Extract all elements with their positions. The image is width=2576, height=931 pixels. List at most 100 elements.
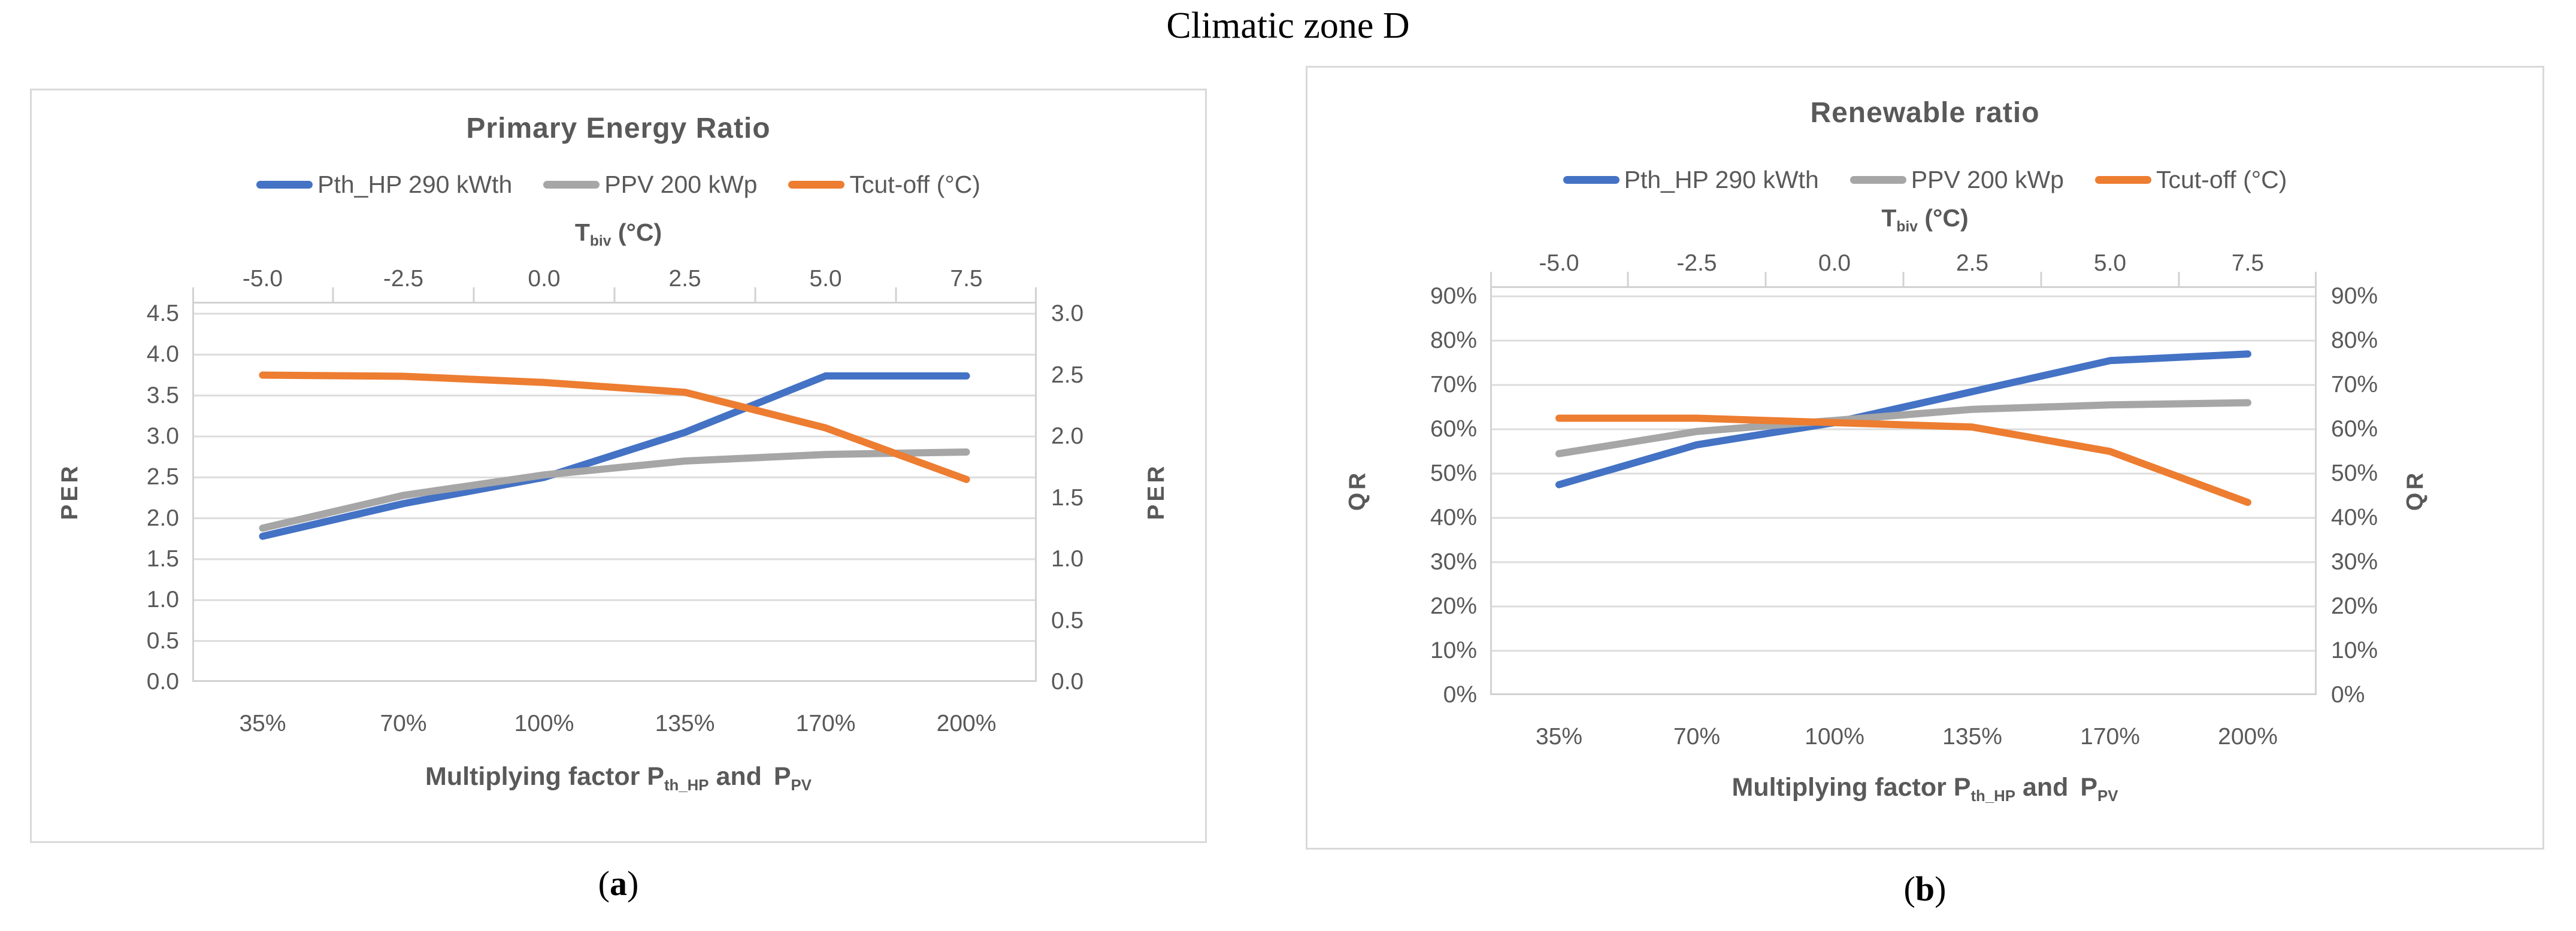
figure-title: Climatic zone D	[1166, 5, 1410, 46]
legend-line-swatch-orange-icon	[788, 181, 845, 189]
y-axis-left-tick-label: 1.0	[146, 587, 179, 613]
y-axis-right-tick-label: 3.0	[1051, 301, 1084, 326]
plot-border	[1490, 286, 2317, 695]
top-axis-tick-label: 2.5	[1956, 250, 1989, 276]
y-axis-left-tick-label: 70%	[1430, 372, 1477, 398]
legend-item-tcutoff: Tcut-off (°C)	[2094, 166, 2287, 194]
y-axis-left-tick-label: 60%	[1430, 416, 1477, 442]
y-axis-right-tick-label: 10%	[2331, 638, 2378, 663]
top-axis-tick-label: -5.0	[1539, 250, 1579, 276]
x-axis-title-subscript-1: th_HP	[664, 777, 709, 794]
x-axis-tick-label: 170%	[795, 711, 856, 736]
y-axis-title-left: PER	[57, 463, 83, 520]
caption-paren-open: (	[598, 864, 610, 903]
x-axis-tick-label: 200%	[2218, 724, 2278, 750]
y-axis-left-tick-label: 50%	[1430, 460, 1477, 486]
series-line-ppv-200-kwp	[259, 448, 970, 532]
legend-line-swatch-orange-icon	[2094, 176, 2151, 184]
series-line-ppv-200-kwp	[1555, 399, 2251, 457]
chart-title: Renewable ratio	[1810, 97, 2040, 129]
top-axis-tick-label: 5.0	[2093, 250, 2127, 276]
legend-label: PPV 200 kWp	[604, 171, 758, 198]
legend-item-ppv: PPV 200 kWp	[1849, 166, 2064, 194]
top-axis-tick-label: 5.0	[809, 266, 842, 292]
y-axis-left-tick-label: 10%	[1430, 638, 1477, 663]
top-axis-tick-label: -2.5	[1676, 250, 1717, 276]
x-axis-title-subscript-2: PV	[791, 777, 812, 794]
x-axis-tick-label: 100%	[514, 711, 574, 736]
x-axis-tick-label: 35%	[1535, 724, 1583, 750]
top-axis-title: Tbiv (°C)	[1307, 204, 2542, 236]
x-axis-title-text: Multiplying factor P	[425, 762, 664, 791]
plot-svg	[192, 287, 1037, 682]
top-axis-title-subscript: biv	[589, 233, 612, 250]
series-line-pth-hp-290-kwth	[259, 372, 970, 540]
plot-svg	[1490, 272, 2317, 695]
legend-item-tcutoff: Tcut-off (°C)	[788, 171, 980, 199]
y-axis-left-tick-label: 40%	[1430, 505, 1477, 530]
y-axis-right-tick-label: 30%	[2331, 549, 2378, 575]
x-axis-title-subscript-1: th_HP	[1970, 788, 2016, 805]
x-axis-title-subscript-2: PV	[2097, 788, 2118, 805]
y-axis-title-right: QR	[2402, 469, 2428, 511]
y-axis-left-tick-label: 20%	[1430, 593, 1477, 619]
y-axis-left-tick-label: 3.0	[146, 423, 179, 449]
y-axis-right-tick-label: 40%	[2331, 505, 2378, 530]
y-axis-left-tick-label: 4.5	[146, 301, 179, 326]
charts-row: Primary Energy Ratio Pth_HP 290 kWth PPV…	[0, 54, 2576, 909]
top-axis-tick-label: 0.0	[528, 266, 561, 292]
legend-line-swatch-blue-icon	[1563, 176, 1620, 184]
top-axis-tick-label: -2.5	[383, 266, 424, 292]
y-axis-left-tick-label: 0.0	[146, 669, 179, 695]
legend-line-swatch-blue-icon	[256, 181, 313, 189]
y-axis-left-tick-label: 3.5	[146, 382, 179, 408]
y-axis-left-tick-label: 2.5	[146, 464, 179, 490]
x-axis-tick-label: 135%	[655, 711, 715, 736]
caption-paren-close: )	[627, 864, 639, 903]
y-axis-right-tick-label: 50%	[2331, 460, 2378, 486]
y-axis-left-tick-label: 4.0	[146, 341, 179, 368]
legend-line-swatch-gray-icon	[543, 181, 600, 189]
y-axis-right-tick-label: 2.0	[1051, 423, 1084, 449]
series-line-tcut-off-c-	[1555, 414, 2251, 507]
top-axis-title-unit: (°C)	[611, 219, 662, 246]
top-axis-tick-label: 2.5	[668, 266, 701, 292]
legend-item-pth-hp: Pth_HP 290 kWth	[1563, 166, 1819, 194]
y-axis-right-tick-label: 0%	[2331, 682, 2365, 708]
y-axis-right-tick-label: 70%	[2331, 372, 2378, 398]
top-axis-title-main: T	[574, 219, 590, 246]
y-axis-right-tick-label: 80%	[2331, 327, 2378, 353]
column-b: Renewable ratio Pth_HP 290 kWth PPV 200 …	[1306, 66, 2544, 909]
y-axis-left-tick-label: 0.5	[146, 627, 179, 654]
caption-paren-open: (	[1903, 869, 1915, 908]
x-axis-tick-label: 135%	[1942, 724, 2002, 750]
caption-b: (b)	[1904, 869, 1947, 909]
x-axis-tick-label: 35%	[239, 711, 286, 736]
y-axis-title-left: QR	[1345, 469, 1370, 511]
x-axis-tick-label: 170%	[2080, 724, 2140, 750]
chart-panel-primary-energy-ratio: Primary Energy Ratio Pth_HP 290 kWth PPV…	[30, 89, 1207, 843]
top-axis-tick-label: 0.0	[1818, 250, 1851, 276]
legend-line-swatch-gray-icon	[1849, 176, 1906, 184]
x-axis-tick-label: 100%	[1805, 724, 1864, 750]
x-axis-tick-label: 70%	[1673, 724, 1721, 750]
y-axis-left-tick-label: 30%	[1430, 549, 1477, 575]
caption-paren-close: )	[1935, 869, 1947, 908]
legend-label: Tcut-off (°C)	[2156, 166, 2287, 193]
y-axis-right-tick-label: 1.0	[1051, 546, 1084, 572]
y-axis-right-tick-label: 2.5	[1051, 362, 1084, 388]
top-axis-title-main: T	[1881, 204, 1897, 232]
x-axis-title: Multiplying factor Pth_HP and PPV	[32, 762, 1205, 794]
chart-legend: Pth_HP 290 kWth PPV 200 kWp Tcut-off (°C…	[32, 171, 1205, 199]
x-axis-title-p2: P	[773, 762, 791, 791]
column-a: Primary Energy Ratio Pth_HP 290 kWth PPV…	[30, 66, 1207, 903]
y-axis-left-tick-label: 90%	[1430, 283, 1477, 309]
y-axis-left-tick-label: 1.5	[146, 546, 179, 572]
top-axis-tick-label: 7.5	[2231, 250, 2265, 276]
caption-letter: b	[1915, 869, 1935, 908]
series-line-tcut-off-c-	[259, 371, 970, 483]
y-axis-left-tick-label: 2.0	[146, 505, 179, 531]
y-axis-left-tick-label: 0%	[1443, 682, 1477, 708]
chart-title: Primary Energy Ratio	[466, 113, 771, 144]
y-axis-title-right: PER	[1143, 463, 1169, 520]
